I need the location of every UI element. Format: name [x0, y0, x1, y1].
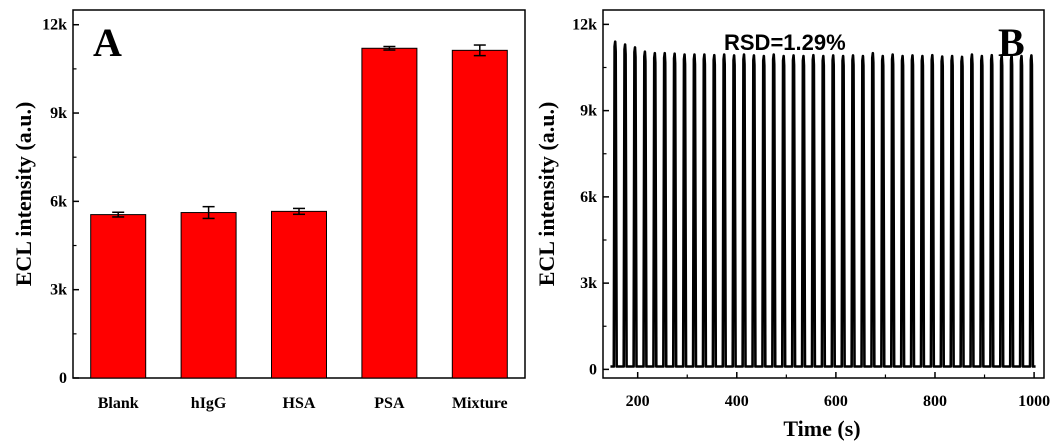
panel-a-ytick-label: 9k: [50, 105, 67, 122]
panel-a-bar-chart: 0 3k 6k 9k 12k Blank hIgG HSA PSA Mixture A ECL i…: [11, 9, 526, 412]
panel-b-xtick-label: 800: [923, 393, 947, 410]
error-bar-higg: [202, 205, 215, 220]
panel-b-ytick-label: 0: [589, 361, 597, 378]
bar-higg: [180, 212, 237, 379]
panel-a-ytick-label: 6k: [50, 193, 67, 210]
panel-b-series-line: [610, 40, 1036, 368]
panel-a-letter: A: [93, 20, 122, 65]
category-label-psa: PSA: [374, 395, 405, 412]
panel-b-ytick-label: 12k: [572, 16, 597, 33]
panel-b-xtick-label: 400: [725, 393, 749, 410]
panel-b-ytick-label: 9k: [580, 103, 597, 120]
category-label-higg: hIgG: [191, 395, 227, 412]
panel-b-tick-labels: 0 3k 6k 9k 12k 200 400 600 800 1000: [572, 16, 1050, 410]
panel-b-ytick-label: 3k: [580, 275, 597, 292]
panel-b-xtick-label: 1000: [1018, 393, 1050, 410]
panel-b-xtick-label: 200: [626, 393, 650, 410]
panel-a-bars: [90, 44, 508, 379]
error-bar-mixture: [473, 44, 486, 57]
panel-b-line-chart: 0 3k 6k 9k 12k 200 400 600 800 1000 B RSD=1.29% E…: [534, 9, 1050, 441]
panel-b-ticks: [603, 23, 1035, 378]
panel-a-ytick-label: 12k: [42, 17, 67, 34]
panel-a-ylabel: ECL intensity (a.u.): [11, 102, 36, 287]
panel-a-tick-labels: 0 3k 6k 9k 12k Blank hIgG HSA PSA Mixture: [42, 17, 508, 412]
panel-b-xlabel: Time (s): [783, 416, 860, 441]
bar-hsa: [271, 210, 327, 379]
error-bar-blank: [112, 211, 125, 218]
panel-b-xtick-label: 600: [824, 393, 848, 410]
bar-blank: [90, 214, 147, 379]
category-label-mixture: Mixture: [452, 395, 508, 412]
bar-mixture: [451, 49, 508, 379]
panel-b-ytick-label: 6k: [580, 189, 597, 206]
error-bar-psa: [383, 45, 396, 51]
panel-a-ytick-label: 0: [59, 370, 67, 387]
category-label-hsa: HSA: [283, 395, 316, 412]
panel-b-letter: B: [998, 20, 1025, 65]
panel-b-annotation: RSD=1.29%: [724, 30, 846, 55]
panel-b-ylabel: ECL intensity (a.u.): [534, 102, 559, 287]
category-label-blank: Blank: [98, 395, 139, 412]
error-bar-hsa: [293, 207, 305, 216]
panel-a-ytick-label: 3k: [50, 282, 67, 299]
bar-psa: [361, 47, 418, 379]
panel-b-frame: [602, 9, 1045, 379]
